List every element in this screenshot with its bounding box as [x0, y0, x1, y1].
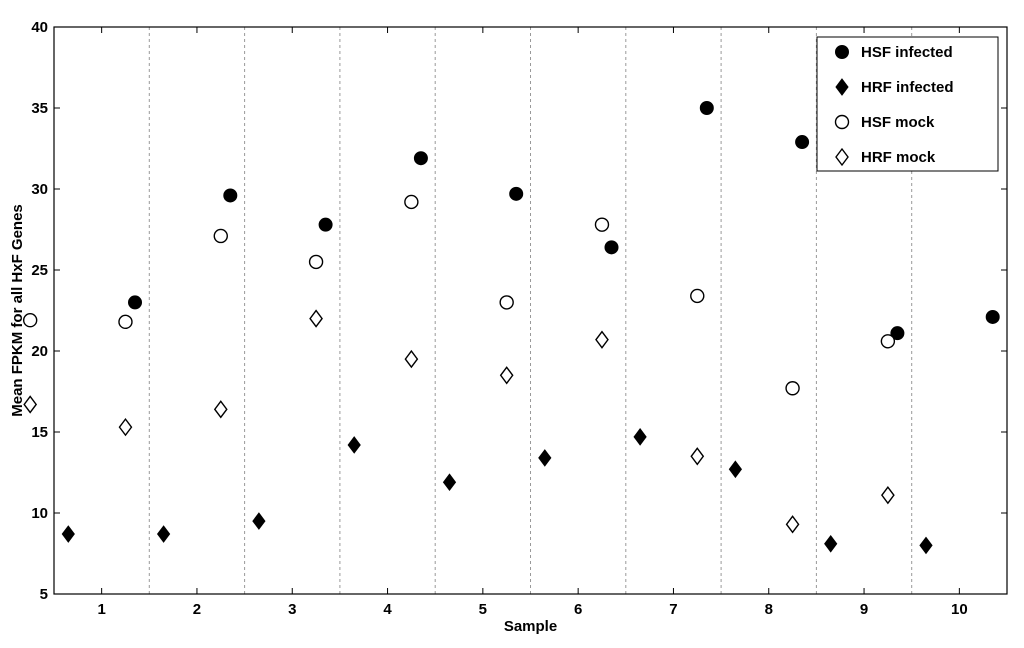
legend-marker-hsf-mock [834, 114, 850, 130]
y-tick-label: 25 [31, 262, 48, 279]
points-layer [22, 101, 1000, 555]
hrf-infected-point-sample-3 [252, 512, 266, 530]
hsf-mock-point-sample-7 [594, 217, 610, 232]
hsf-infected-point-sample-4 [413, 151, 428, 166]
y-tick-label: 5 [40, 586, 48, 603]
hrf-mock-point-sample-6 [499, 366, 514, 385]
legend-label-hsf-infected: HSF infected [861, 44, 953, 61]
grid-layer [148, 27, 913, 594]
x-tick-label: 8 [765, 601, 773, 618]
hsf-infected-point-sample-3 [318, 217, 333, 232]
hsf-infected-point-sample-6 [604, 240, 619, 255]
hrf-infected-point-sample-9 [824, 534, 838, 553]
hrf-mock-point-sample-7 [595, 330, 609, 349]
hsf-infected-point-sample-9 [890, 326, 905, 341]
y-tick-label: 30 [31, 181, 48, 198]
hsf-mock-point-sample-6 [499, 295, 514, 310]
hrf-infected-point-sample-7 [633, 428, 647, 446]
hsf-mock-point-sample-2 [118, 314, 133, 330]
hrf-mock-point-sample-8 [690, 447, 705, 466]
x-tick-label: 1 [97, 601, 105, 618]
hrf-mock-point-sample-10 [881, 486, 895, 505]
legend-marker-hrf-mock [835, 147, 849, 167]
x-tick-label: 6 [574, 601, 582, 618]
y-tick-label: 35 [31, 100, 48, 117]
hrf-infected-point-sample-1 [61, 525, 75, 543]
hrf-infected-point-sample-10 [919, 536, 933, 555]
x-tick-label: 7 [669, 601, 677, 618]
y-axis-label: Mean FPKM for all HxF Genes [9, 204, 26, 417]
y-tick-label: 20 [31, 343, 48, 360]
hsf-infected-point-sample-2 [223, 188, 238, 203]
legend-label-hrf-mock: HRF mock [861, 149, 936, 166]
hsf-infected-point-sample-5 [509, 186, 524, 201]
hsf-mock-point-sample-10 [880, 334, 896, 349]
hsf-infected-point-sample-1 [128, 295, 143, 310]
hrf-infected-point-sample-4 [347, 436, 361, 454]
hrf-mock-point-sample-3 [213, 400, 228, 419]
x-tick-label: 3 [288, 601, 296, 618]
hrf-infected-point-sample-5 [442, 473, 457, 492]
y-tick-label: 15 [31, 424, 48, 441]
x-tick-label: 2 [193, 601, 201, 618]
hrf-infected-point-sample-6 [538, 449, 552, 467]
legend-marker-hrf-infected [835, 78, 849, 96]
hrf-mock-point-sample-4 [309, 309, 323, 328]
hsf-mock-point-sample-8 [690, 288, 705, 304]
hsf-mock-point-sample-1 [22, 313, 38, 328]
legend-box [816, 36, 999, 172]
y-tick-label: 40 [31, 19, 48, 36]
hsf-mock-point-sample-9 [785, 381, 800, 396]
hrf-mock-point-sample-5 [404, 349, 419, 369]
legend-items: HSF infected HRF infected HSF mock HRF mock [834, 44, 954, 167]
x-tick-label: 4 [383, 601, 392, 618]
hrf-infected-point-sample-8 [728, 460, 743, 479]
hsf-infected-point-sample-10 [985, 309, 1000, 324]
x-tick-label: 5 [479, 601, 487, 618]
plot-frame [53, 26, 1008, 595]
hrf-infected-point-sample-2 [156, 525, 171, 543]
legend-marker-hsf-infected [835, 45, 849, 59]
hsf-mock-point-sample-3 [213, 228, 228, 244]
hsf-mock-point-sample-4 [308, 254, 324, 270]
legend-label-hrf-infected: HRF infected [861, 79, 954, 96]
y-tick-label: 10 [31, 505, 48, 522]
hsf-infected-point-sample-7 [699, 101, 714, 115]
x-axis-label: Sample [504, 618, 557, 635]
ticks-layer: 5 10 15 20 25 30 35 40 1 2 3 4 5 6 7 8 9 10 [31, 19, 1007, 618]
hsf-mock-point-sample-5 [404, 194, 419, 210]
legend-label-hsf-mock: HSF mock [861, 114, 935, 131]
hrf-mock-point-sample-1 [23, 395, 38, 414]
legend: HSF infected HRF infected HSF mock HRF mock [816, 36, 999, 172]
hrf-mock-point-sample-9 [785, 515, 800, 534]
hrf-mock-point-sample-2 [118, 417, 133, 437]
x-tick-label: 10 [951, 601, 968, 618]
x-tick-label: 9 [860, 601, 868, 618]
hsf-infected-point-sample-8 [795, 135, 810, 150]
